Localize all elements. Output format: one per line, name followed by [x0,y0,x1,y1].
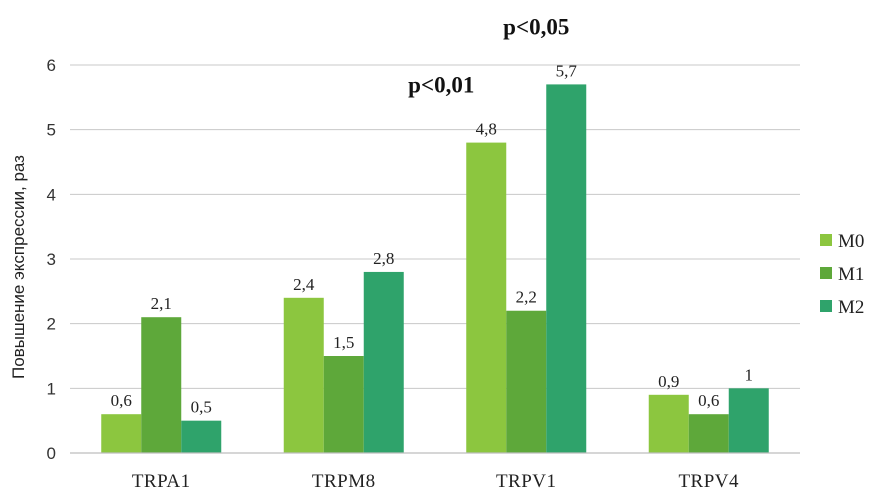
legend-label: M0 [838,231,864,252]
bars [101,84,769,454]
data-label: 0,5 [191,398,212,417]
y-tick-label: 5 [47,121,56,140]
gridlines [70,64,800,389]
data-label: 2,1 [151,294,172,313]
data-label: 0,9 [658,372,679,391]
bar-m0-trpm8 [283,297,324,453]
bar-m1-trpm8 [323,356,364,453]
y-tick-label: 3 [47,250,56,269]
bar-m2-trpm8 [363,271,404,453]
significance-annotation: p<0,05 [503,14,569,39]
x-category-label: TRPV4 [678,471,739,492]
x-category-label: TRPV1 [496,471,557,492]
legend-label: M2 [838,297,864,318]
data-label: 5,7 [556,61,578,80]
bar-m1-trpv1 [506,310,547,453]
y-tick-label: 0 [47,444,56,463]
y-tick-label: 4 [47,185,56,204]
bar-m1-trpa1 [141,317,182,453]
data-label: 0,6 [111,391,132,410]
y-tick-label: 2 [47,315,56,334]
y-tick-label: 6 [47,56,56,75]
annotations: p<0,01 p<0,05 [408,14,569,97]
data-label: 2,4 [293,275,315,294]
bar-m1-trpv4 [688,414,729,453]
legend-swatch-m1 [820,267,832,279]
bar-m0-trpv4 [648,394,689,453]
data-label: 2,8 [373,249,394,268]
x-category-label: TRPA1 [132,471,191,492]
bar-m2-trpv4 [728,388,769,453]
data-label: 2,2 [516,288,537,307]
data-label: 4,8 [476,120,497,139]
data-label: 1 [745,365,754,384]
significance-annotation: p<0,01 [408,73,474,98]
data-label: 0,6 [698,391,719,410]
y-axis-title: Повышение экспрессии, раз [9,155,28,379]
data-label: 1,5 [333,333,354,352]
y-tick-label: 1 [47,379,56,398]
legend-label: M1 [838,264,864,285]
bar-m0-trpv1 [466,142,507,453]
data-labels: 0,6 2,1 0,5 2,4 1,5 2,8 4,8 2,2 5,7 0,9 0,6 1 [111,61,753,416]
x-axis-categories: TRPA1 TRPM8 TRPV1 TRPV4 [132,471,739,492]
legend-swatch-m0 [820,234,832,246]
bar-m0-trpa1 [101,414,142,453]
legend-swatch-m2 [820,300,832,312]
y-axis-ticks: 0 1 2 3 4 5 6 [47,56,56,463]
x-category-label: TRPM8 [312,471,376,492]
bar-m2-trpv1 [546,84,587,454]
bar-m2-trpa1 [181,420,222,453]
legend: M0 M1 M2 [820,231,864,318]
